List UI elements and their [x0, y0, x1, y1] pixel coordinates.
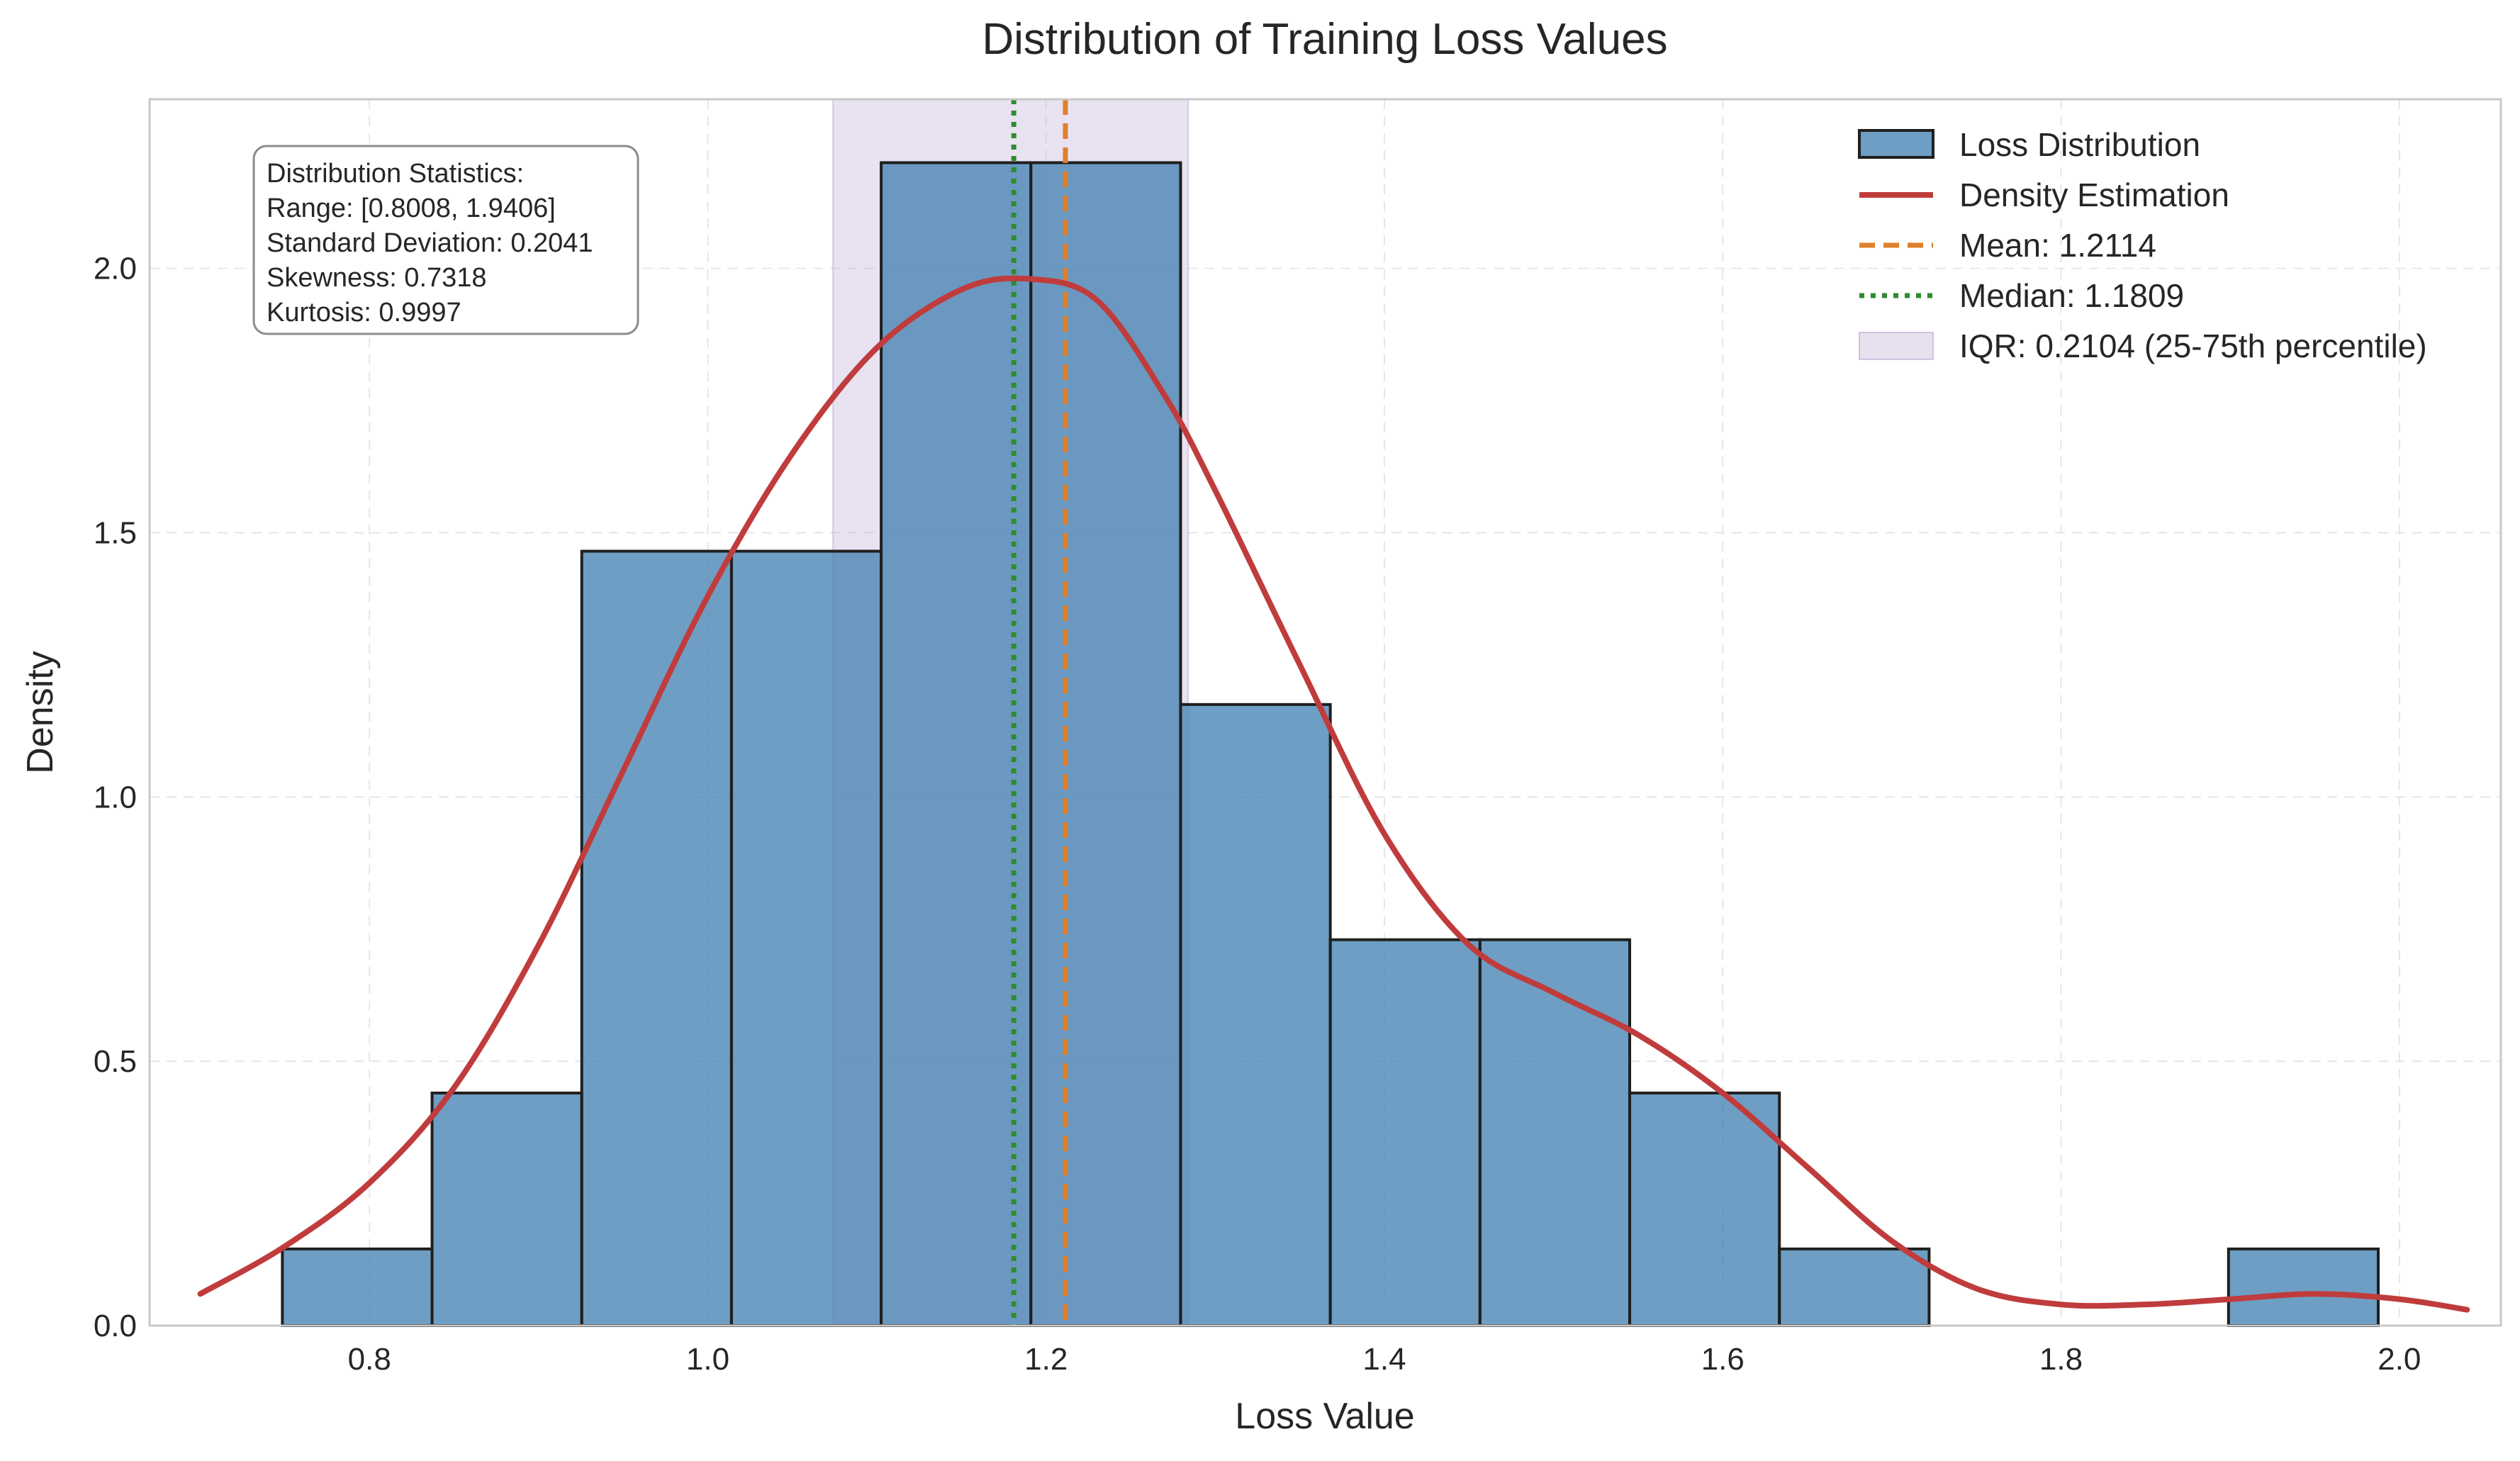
y-axis-label: Density	[20, 651, 61, 773]
statistics-box: Distribution Statistics: Range: [0.8008,…	[252, 145, 639, 335]
histogram-bar	[880, 161, 1033, 1327]
legend-swatch-histogram	[1858, 129, 1934, 159]
statistics-box-frame	[252, 145, 639, 335]
histogram-bar	[1778, 1247, 1931, 1327]
legend-swatch-iqr	[1859, 332, 1934, 360]
plot-frame	[148, 98, 2502, 1327]
x-tick-label: 1.0	[686, 1342, 729, 1377]
x-tick-label: 0.8	[348, 1342, 391, 1377]
legend-label-iqr: IQR: 0.2104 (25-75th percentile)	[1959, 328, 2427, 364]
histogram-bar	[1328, 938, 1482, 1328]
density-curve	[197, 275, 2470, 1313]
histogram-bar	[430, 1091, 583, 1328]
y-tick-label: 2.0	[94, 252, 137, 286]
legend-label-density: Density Estimation	[1959, 177, 2229, 213]
histogram-bar	[729, 549, 883, 1327]
axis-ticks: 0.8 1.0 1.2 1.4 1.6 1.8 2.0 0.0 0.5 1.0 1.5 2.0	[94, 252, 2421, 1377]
x-tick-label: 1.8	[2039, 1342, 2083, 1377]
y-tick-label: 0.5	[94, 1044, 137, 1079]
y-tick-label: 0.0	[94, 1309, 137, 1343]
legend-label-histogram: Loss Distribution	[1959, 126, 2200, 163]
legend-label-median: Median: 1.1809	[1959, 277, 2184, 314]
stats-heading: Distribution Statistics:	[267, 159, 524, 189]
histogram-bar	[1029, 161, 1182, 1327]
stats-range: Range: [0.8008, 1.9406]	[267, 194, 556, 223]
histogram-bar	[1478, 938, 1632, 1328]
stats-kurtosis: Kurtosis: 0.9997	[267, 298, 461, 328]
chart-title: Distribution of Training Loss Values	[982, 15, 1667, 64]
histogram-bars	[281, 161, 2380, 1328]
histogram-bar	[1179, 702, 1332, 1327]
x-tick-label: 1.6	[1701, 1342, 1745, 1377]
legend: Loss Distribution Density Estimation Mea…	[1858, 126, 2427, 364]
histogram-bar	[281, 1247, 434, 1327]
histogram-bar	[580, 549, 733, 1327]
histogram-bar	[1628, 1091, 1781, 1328]
stat-lines	[1011, 99, 1068, 1326]
stats-skewness: Skewness: 0.7318	[267, 263, 487, 293]
density-curve-layer	[197, 275, 2470, 1313]
y-tick-label: 1.5	[94, 515, 137, 550]
stats-std-dev: Standard Deviation: 0.2041	[267, 228, 593, 258]
x-tick-label: 1.2	[1024, 1342, 1068, 1377]
y-tick-label: 1.0	[94, 780, 137, 815]
x-tick-label: 1.4	[1362, 1342, 1406, 1377]
x-tick-label: 2.0	[2378, 1342, 2421, 1377]
histogram-bar	[2227, 1247, 2380, 1327]
x-axis-label: Loss Value	[1235, 1396, 1414, 1437]
legend-label-mean: Mean: 1.2114	[1959, 227, 2156, 264]
